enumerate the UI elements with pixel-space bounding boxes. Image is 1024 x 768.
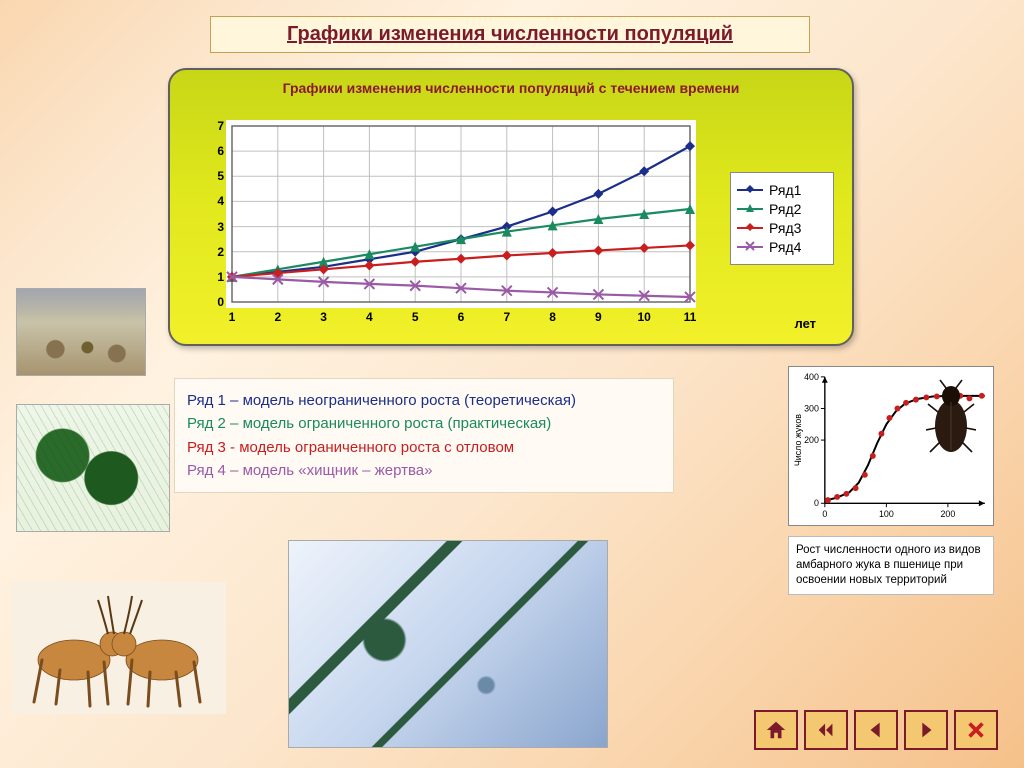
series-description-line: Ряд 1 – модель неограниченного роста (те… [187,389,661,412]
svg-text:100: 100 [879,509,894,519]
legend-label: Ряд3 [769,220,801,236]
x-tick: 7 [503,310,510,324]
chart-plot-area [226,120,696,308]
x-axis-label: лет [794,316,816,331]
x-tick: 6 [458,310,465,324]
x-ticks: 1 2 3 4 5 6 7 8 9 10 11 [226,310,696,330]
nav-buttons [754,710,998,750]
next-button[interactable] [904,710,948,750]
legend-item: Ряд1 [737,182,827,198]
home-icon [765,719,787,741]
right-icon [915,719,937,741]
series-description-line: Ряд 2 – модель ограниченного роста (прак… [187,412,661,435]
svg-text:400: 400 [804,372,819,382]
logistic-chart-caption: Рост численности одного из видов амбарно… [788,536,994,595]
legend-item: Ряд4 [737,239,827,255]
series-description-line: Ряд 3 - модель ограниченного роста с отл… [187,436,661,459]
y-tick: 3 [217,220,224,234]
y-tick: 7 [217,119,224,133]
svg-text:200: 200 [940,509,955,519]
x-tick: 8 [549,310,556,324]
svg-text:200: 200 [804,435,819,445]
y-tick: 5 [217,169,224,183]
legend-item: Ряд3 [737,220,827,236]
x-tick: 4 [366,310,373,324]
wolves-snow-image [288,540,608,748]
y-ticks: 0 1 2 3 4 5 6 7 [206,120,224,308]
svg-text:0: 0 [822,509,827,519]
x-tick: 3 [320,310,327,324]
x-tick: 2 [274,310,281,324]
plants-illustration [16,404,170,532]
y-tick: 0 [217,295,224,309]
svg-text:Число жуков: Число жуков [793,414,803,466]
home-button[interactable] [754,710,798,750]
population-chart-panel: Графики изменения численности популяций … [168,68,854,346]
double-left-icon [815,719,837,741]
x-tick: 9 [595,310,602,324]
antelope-illustration [12,582,226,714]
x-tick: 5 [412,310,419,324]
page-title: Графики изменения численности популяций [210,16,810,53]
close-button[interactable] [954,710,998,750]
legend-label: Ряд2 [769,201,801,217]
close-icon [965,719,987,741]
legend-label: Ряд1 [769,182,801,198]
svg-text:300: 300 [804,403,819,413]
series-description-box: Ряд 1 – модель неограниченного роста (те… [174,378,674,493]
y-tick: 4 [217,194,224,208]
first-button[interactable] [804,710,848,750]
x-tick: 10 [638,310,651,324]
left-icon [865,719,887,741]
legend-item: Ряд2 [737,201,827,217]
x-tick: 11 [684,310,697,324]
prev-button[interactable] [854,710,898,750]
legend-label: Ряд4 [769,239,801,255]
svg-text:0: 0 [814,498,819,508]
chart-subtitle: Графики изменения численности популяций … [170,80,852,96]
chart-legend: Ряд1 Ряд2 Ряд3 Ряд4 [730,172,834,265]
locust-swarm-image [16,288,146,376]
y-tick: 2 [217,245,224,259]
x-tick: 1 [229,310,236,324]
y-tick: 6 [217,144,224,158]
beetle-illustration [926,378,976,456]
series-description-line: Ряд 4 – модель «хищник – жертва» [187,459,661,482]
y-tick: 1 [217,270,224,284]
